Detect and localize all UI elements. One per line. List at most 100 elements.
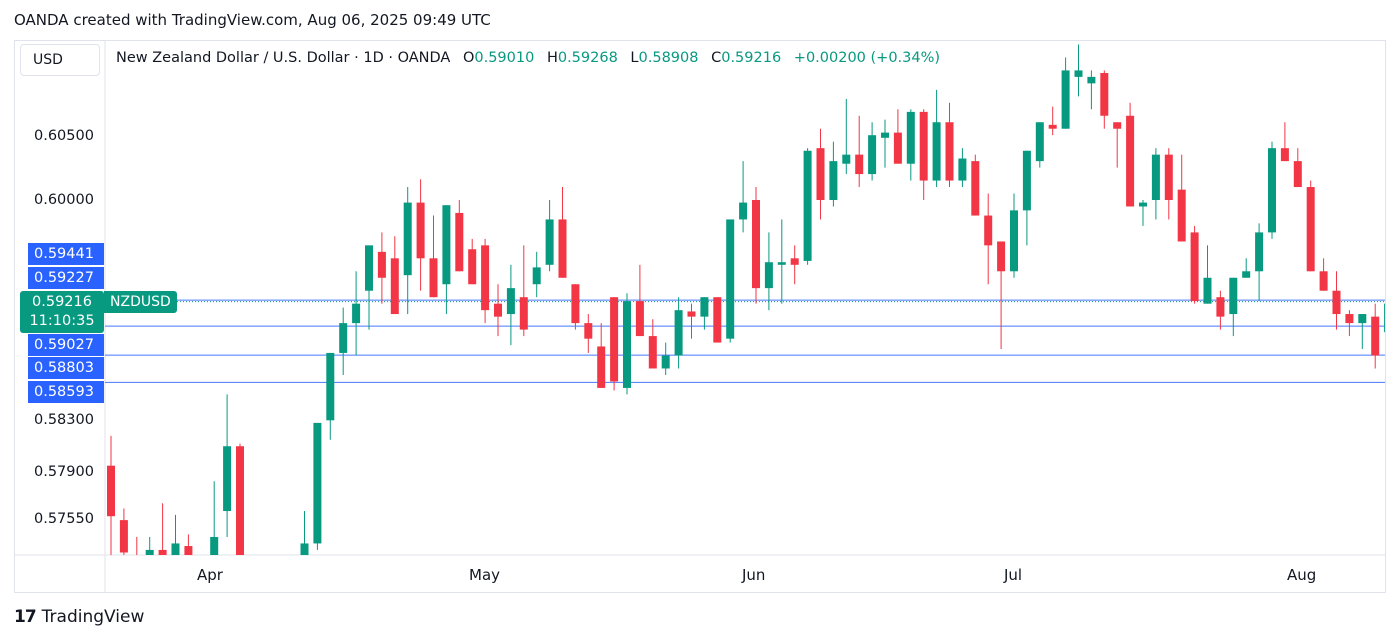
candle-body-up	[803, 150, 812, 261]
candle-body-up	[288, 563, 296, 573]
candle-body-up	[275, 576, 283, 579]
candle-body-up	[532, 267, 541, 285]
candle-body-up	[1022, 150, 1031, 211]
y-tick-label: 0.57900	[34, 464, 94, 480]
candle-body-down	[997, 241, 1006, 272]
x-tick-label: May	[469, 566, 501, 584]
candle-body-up	[674, 310, 683, 356]
legend-change: +0.00200 (+0.34%)	[793, 50, 941, 66]
candle-body-down	[119, 520, 128, 553]
candle-body-down	[429, 258, 438, 298]
current-price-label: 0.59216 11:10:35	[20, 291, 104, 333]
candle-body-up	[1242, 271, 1251, 278]
candle-body-down	[984, 215, 993, 246]
candle-body-down	[468, 249, 477, 285]
candle-body-down	[752, 200, 760, 289]
candle-body-up	[1035, 122, 1044, 162]
y-tick-label: 0.60000	[34, 192, 94, 208]
current-price: 0.59216	[32, 294, 92, 310]
plot-area	[105, 44, 1385, 588]
y-tick-label: 0.58300	[34, 412, 94, 428]
candle-body-down	[855, 154, 864, 175]
tradingview-branding[interactable]: 17 TradingView	[14, 607, 144, 627]
candle-body-up	[352, 303, 361, 324]
chart-credit-header: OANDA created with TradingView.com, Aug …	[14, 11, 491, 29]
y-tick-label: 0.57550	[34, 511, 94, 527]
candle-body-up	[726, 219, 735, 339]
candle-body-up	[1203, 277, 1212, 304]
candle-body-up	[1358, 314, 1367, 324]
candle-body-down	[597, 346, 606, 388]
candle-body-down	[133, 555, 141, 565]
candle-body-up	[223, 446, 232, 512]
candle-body-down	[945, 122, 954, 181]
candle-body-down	[1177, 189, 1186, 242]
candle-body-up	[1229, 277, 1238, 315]
candle-body-down	[158, 549, 167, 555]
candle-body-down	[1164, 154, 1173, 200]
candle-body-down	[1306, 187, 1315, 272]
candle-body-up	[777, 262, 786, 265]
candle-body-up	[545, 219, 554, 265]
candle-body-down	[184, 546, 193, 555]
candle-body-up	[1010, 210, 1018, 272]
legend-pair: New Zealand Dollar / U.S. Dollar · 1D · …	[116, 50, 451, 66]
candle-body-up	[932, 122, 941, 181]
candle-body-down	[610, 297, 619, 382]
legend-low-label: L	[630, 50, 639, 66]
candle-body-up	[906, 111, 915, 164]
candle-body-down	[790, 258, 799, 265]
candle-body-up	[661, 355, 670, 369]
currency-selector[interactable]: USD	[20, 44, 100, 76]
candle-body-down	[687, 311, 696, 317]
candle-body-up	[403, 202, 412, 276]
legend-close-label: C	[711, 50, 722, 66]
candle-body-down	[584, 323, 593, 339]
candle-body-up	[300, 543, 309, 555]
candle-body-down	[713, 297, 722, 343]
candle-body-up	[829, 161, 838, 200]
ohlc-legend: New Zealand Dollar / U.S. Dollar · 1D · …	[116, 50, 940, 66]
candle-body-down	[236, 446, 244, 555]
candle-body-down	[893, 132, 902, 164]
candle-body-up	[262, 578, 270, 588]
candle-body-up	[868, 135, 877, 175]
candle-body-up	[506, 288, 515, 315]
candle-body-up	[700, 297, 709, 317]
y-tick-label: 0.60500	[34, 128, 94, 144]
candle-body-down	[1319, 271, 1328, 291]
candle-body-down	[455, 212, 464, 272]
candle-body-down	[1345, 314, 1354, 324]
candle-body-down	[1216, 297, 1225, 317]
candle-body-up	[842, 154, 851, 164]
x-tick-label: Apr	[197, 566, 223, 584]
candle-body-up	[1087, 76, 1096, 84]
candle-body-down	[1371, 316, 1380, 356]
candle-body-down	[377, 251, 386, 278]
level-price-label: 0.58803	[28, 357, 104, 379]
candle-body-up	[1268, 148, 1276, 233]
chart-frame	[14, 40, 1386, 593]
candle-body-down	[1190, 232, 1199, 302]
candle-body-down	[558, 219, 567, 278]
candle-body-up	[1384, 303, 1385, 333]
candle-body-up	[764, 262, 773, 289]
candle-body-up	[365, 245, 373, 291]
candle-body-up	[1074, 70, 1083, 77]
candle-body-up	[1255, 232, 1264, 272]
candle-body-down	[481, 245, 490, 311]
candle-body-down	[1126, 115, 1135, 207]
candle-body-down	[1048, 124, 1057, 129]
candle-body-down	[816, 148, 825, 200]
candle-body-up	[1139, 202, 1147, 207]
legend-high-value: 0.59268	[557, 50, 618, 66]
candle-body-down	[919, 111, 928, 181]
candle-body-down	[1113, 122, 1122, 129]
candle-body-down	[416, 202, 425, 259]
candle-body-up	[442, 205, 451, 285]
candle-body-down	[1293, 161, 1302, 188]
legend-open-value: 0.59010	[474, 50, 535, 66]
candle-body-down	[971, 161, 980, 216]
legend-close-value: 0.59216	[721, 50, 782, 66]
